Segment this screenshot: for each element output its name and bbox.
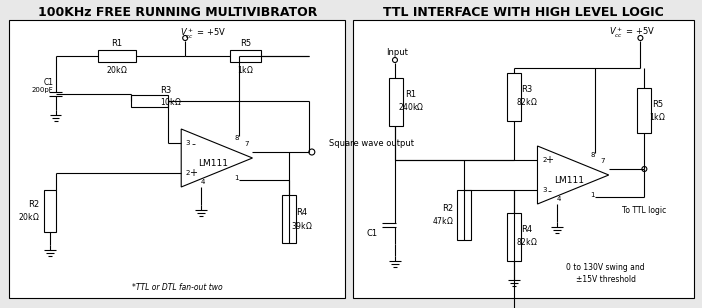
- Text: 1k$\Omega$: 1k$\Omega$: [649, 111, 665, 121]
- Text: 2: 2: [186, 170, 190, 176]
- Text: TTL INTERFACE WITH HIGH LEVEL LOGIC: TTL INTERFACE WITH HIGH LEVEL LOGIC: [383, 6, 664, 18]
- Text: LM111: LM111: [554, 176, 584, 184]
- Bar: [389, 78, 403, 126]
- Bar: [9, 20, 345, 298]
- Text: 200pF: 200pF: [32, 87, 53, 93]
- Circle shape: [392, 58, 397, 63]
- Circle shape: [309, 149, 314, 155]
- Text: R2: R2: [29, 200, 40, 209]
- Text: R1: R1: [405, 90, 416, 99]
- Text: -: -: [548, 186, 551, 196]
- Text: $V_{cc}^+$ = +5V: $V_{cc}^+$ = +5V: [180, 27, 226, 41]
- Text: +: +: [189, 168, 197, 178]
- Text: 4: 4: [201, 179, 205, 185]
- Text: 4: 4: [557, 196, 562, 202]
- Text: 20k$\Omega$: 20k$\Omega$: [106, 63, 128, 75]
- Text: 3: 3: [186, 140, 190, 146]
- Text: 39k$\Omega$: 39k$\Omega$: [291, 220, 313, 230]
- Polygon shape: [181, 129, 253, 187]
- Text: -: -: [191, 139, 195, 149]
- Text: 8: 8: [234, 135, 239, 141]
- Text: ±15V threshold: ±15V threshold: [576, 274, 636, 283]
- Text: 20k$\Omega$: 20k$\Omega$: [18, 210, 40, 221]
- Text: To TTL logic: To TTL logic: [622, 205, 666, 214]
- Text: +: +: [545, 155, 553, 165]
- Bar: [457, 190, 471, 240]
- Text: 1: 1: [234, 175, 239, 181]
- Text: 10k$\Omega$: 10k$\Omega$: [161, 95, 182, 107]
- Text: R4: R4: [296, 208, 307, 217]
- Bar: [507, 213, 521, 261]
- Text: 47k$\Omega$: 47k$\Omega$: [432, 214, 453, 225]
- Bar: [98, 50, 135, 62]
- Text: R2: R2: [442, 204, 453, 213]
- Text: 82k$\Omega$: 82k$\Omega$: [516, 95, 538, 107]
- Circle shape: [638, 35, 643, 40]
- Text: 7: 7: [244, 141, 249, 147]
- Bar: [282, 195, 296, 243]
- Bar: [230, 50, 261, 62]
- Circle shape: [183, 35, 187, 40]
- Text: C1: C1: [44, 78, 53, 87]
- Text: R3: R3: [521, 84, 532, 94]
- Text: Input: Input: [386, 47, 408, 56]
- Text: *TTL or DTL fan-out two: *TTL or DTL fan-out two: [132, 283, 223, 293]
- Text: R5: R5: [651, 99, 663, 108]
- Circle shape: [642, 167, 647, 172]
- Text: C1: C1: [366, 229, 377, 237]
- Text: $V_{cc}^+$ = +5V: $V_{cc}^+$ = +5V: [609, 26, 656, 40]
- Text: R3: R3: [161, 86, 172, 95]
- Bar: [637, 88, 651, 133]
- Text: 1k$\Omega$: 1k$\Omega$: [237, 63, 254, 75]
- Text: R1: R1: [112, 38, 122, 47]
- Text: 1: 1: [590, 192, 595, 198]
- Text: 82k$\Omega$: 82k$\Omega$: [516, 236, 538, 246]
- Text: 0 to 130V swing and: 0 to 130V swing and: [567, 264, 645, 273]
- Bar: [131, 95, 168, 107]
- Text: 2: 2: [542, 157, 547, 163]
- Bar: [353, 20, 694, 298]
- Polygon shape: [538, 146, 609, 204]
- Text: Square wave output: Square wave output: [329, 139, 413, 148]
- Bar: [44, 190, 55, 232]
- Text: 100KHz FREE RUNNING MULTIVIBRATOR: 100KHz FREE RUNNING MULTIVIBRATOR: [38, 6, 317, 18]
- Text: R5: R5: [240, 38, 251, 47]
- Text: 8: 8: [590, 152, 595, 158]
- Text: LM111: LM111: [198, 159, 228, 168]
- Text: 240k$\Omega$: 240k$\Omega$: [397, 100, 424, 111]
- Text: R4: R4: [521, 225, 532, 233]
- Text: 3: 3: [542, 187, 547, 193]
- Text: 7: 7: [600, 158, 605, 164]
- Bar: [507, 73, 521, 121]
